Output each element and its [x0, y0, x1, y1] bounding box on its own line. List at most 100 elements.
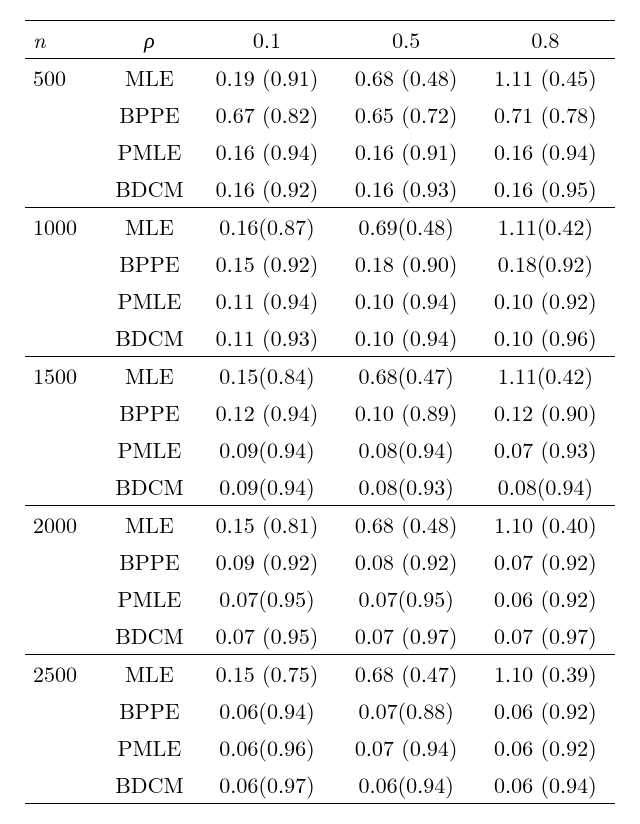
value-0-5: 0.10 (0.94): [337, 319, 476, 357]
n-empty: [25, 543, 102, 580]
header-col-0-8: 0.8: [476, 21, 615, 59]
n-value: 2000: [25, 506, 102, 544]
method-label: BPPE: [102, 543, 198, 580]
method-label: BDCM: [102, 766, 198, 804]
n-empty: [25, 580, 102, 617]
value-0-8: 0.16 (0.94): [476, 133, 615, 170]
value-0-5: 0.10 (0.89): [337, 394, 476, 431]
value-0-8: 0.16 (0.95): [476, 170, 615, 208]
value-0-8: 0.06 (0.92): [476, 580, 615, 617]
method-label: MLE: [102, 59, 198, 97]
table-row: BDCM0.11 (0.93)0.10 (0.94)0.10 (0.96): [25, 319, 615, 357]
n-empty: [25, 394, 102, 431]
value-0-8: 0.07 (0.92): [476, 543, 615, 580]
value-0-8: 0.08(0.94): [476, 468, 615, 506]
table-row: PMLE0.09(0.94)0.08(0.94)0.07 (0.93): [25, 431, 615, 468]
table-row: BPPE0.67 (0.82)0.65 (0.72)0.71 (0.78): [25, 96, 615, 133]
method-label: BPPE: [102, 692, 198, 729]
value-0-5: 0.16 (0.91): [337, 133, 476, 170]
n-empty: [25, 431, 102, 468]
table-row: 1000MLE0.16(0.87)0.69(0.48)1.11(0.42): [25, 208, 615, 246]
table-row: PMLE0.16 (0.94)0.16 (0.91)0.16 (0.94): [25, 133, 615, 170]
value-0-1: 0.15(0.84): [197, 357, 336, 395]
value-0-8: 0.06 (0.92): [476, 692, 615, 729]
value-0-1: 0.09 (0.92): [197, 543, 336, 580]
estimation-results-table: nρ0.10.50.8500MLE0.19 (0.91)0.68 (0.48)1…: [25, 20, 615, 804]
value-0-8: 0.18(0.92): [476, 245, 615, 282]
table-row: PMLE0.11 (0.94)0.10 (0.94)0.10 (0.92): [25, 282, 615, 319]
value-0-5: 0.08(0.94): [337, 431, 476, 468]
header-rho: ρ: [102, 21, 198, 59]
value-0-5: 0.16 (0.93): [337, 170, 476, 208]
value-0-8: 0.10 (0.92): [476, 282, 615, 319]
value-0-1: 0.16(0.87): [197, 208, 336, 246]
value-0-8: 1.10 (0.40): [476, 506, 615, 544]
method-label: PMLE: [102, 282, 198, 319]
table-row: BPPE0.09 (0.92)0.08 (0.92)0.07 (0.92): [25, 543, 615, 580]
value-0-1: 0.07 (0.95): [197, 617, 336, 655]
value-0-8: 0.71 (0.78): [476, 96, 615, 133]
n-empty: [25, 692, 102, 729]
table-row: 2500MLE0.15 (0.75)0.68 (0.47)1.10 (0.39): [25, 655, 615, 693]
value-0-5: 0.07 (0.97): [337, 617, 476, 655]
method-label: BDCM: [102, 170, 198, 208]
value-0-8: 1.11 (0.45): [476, 59, 615, 97]
n-value: 1000: [25, 208, 102, 246]
value-0-1: 0.67 (0.82): [197, 96, 336, 133]
value-0-1: 0.16 (0.92): [197, 170, 336, 208]
value-0-1: 0.15 (0.81): [197, 506, 336, 544]
header-col-0-1: 0.1: [197, 21, 336, 59]
value-0-1: 0.16 (0.94): [197, 133, 336, 170]
value-0-5: 0.65 (0.72): [337, 96, 476, 133]
method-label: MLE: [102, 655, 198, 693]
method-label: PMLE: [102, 431, 198, 468]
table-row: BDCM0.16 (0.92)0.16 (0.93)0.16 (0.95): [25, 170, 615, 208]
method-label: BPPE: [102, 96, 198, 133]
value-0-8: 0.12 (0.90): [476, 394, 615, 431]
table-row: PMLE0.07(0.95)0.07(0.95)0.06 (0.92): [25, 580, 615, 617]
method-label: PMLE: [102, 133, 198, 170]
table-row: BPPE0.06(0.94)0.07(0.88)0.06 (0.92): [25, 692, 615, 729]
value-0-5: 0.06(0.94): [337, 766, 476, 804]
value-0-8: 1.11(0.42): [476, 208, 615, 246]
value-0-5: 0.08 (0.92): [337, 543, 476, 580]
value-0-5: 0.07(0.88): [337, 692, 476, 729]
value-0-5: 0.69(0.48): [337, 208, 476, 246]
value-0-5: 0.68 (0.47): [337, 655, 476, 693]
method-label: BDCM: [102, 319, 198, 357]
value-0-1: 0.06(0.97): [197, 766, 336, 804]
method-label: BPPE: [102, 245, 198, 282]
n-empty: [25, 96, 102, 133]
value-0-8: 0.06 (0.94): [476, 766, 615, 804]
value-0-1: 0.06(0.94): [197, 692, 336, 729]
value-0-5: 0.07 (0.94): [337, 729, 476, 766]
value-0-1: 0.15 (0.92): [197, 245, 336, 282]
header-n: n: [25, 21, 102, 59]
value-0-5: 0.68 (0.48): [337, 59, 476, 97]
n-value: 2500: [25, 655, 102, 693]
value-0-5: 0.68(0.47): [337, 357, 476, 395]
table-row: PMLE0.06(0.96)0.07 (0.94)0.06 (0.92): [25, 729, 615, 766]
method-label: BDCM: [102, 617, 198, 655]
value-0-1: 0.12 (0.94): [197, 394, 336, 431]
table-row: 500MLE0.19 (0.91)0.68 (0.48)1.11 (0.45): [25, 59, 615, 97]
n-empty: [25, 617, 102, 655]
value-0-1: 0.15 (0.75): [197, 655, 336, 693]
n-empty: [25, 729, 102, 766]
method-label: PMLE: [102, 580, 198, 617]
table-row: BDCM0.07 (0.95)0.07 (0.97)0.07 (0.97): [25, 617, 615, 655]
n-empty: [25, 319, 102, 357]
table-row: BPPE0.12 (0.94)0.10 (0.89)0.12 (0.90): [25, 394, 615, 431]
value-0-1: 0.06(0.96): [197, 729, 336, 766]
method-label: MLE: [102, 208, 198, 246]
method-label: MLE: [102, 357, 198, 395]
value-0-8: 1.11(0.42): [476, 357, 615, 395]
n-empty: [25, 245, 102, 282]
value-0-8: 1.10 (0.39): [476, 655, 615, 693]
table-header-row: nρ0.10.50.8: [25, 21, 615, 59]
n-empty: [25, 133, 102, 170]
table-row: BPPE0.15 (0.92)0.18 (0.90)0.18(0.92): [25, 245, 615, 282]
value-0-5: 0.10 (0.94): [337, 282, 476, 319]
table-row: BDCM0.09(0.94)0.08(0.93)0.08(0.94): [25, 468, 615, 506]
method-label: BPPE: [102, 394, 198, 431]
